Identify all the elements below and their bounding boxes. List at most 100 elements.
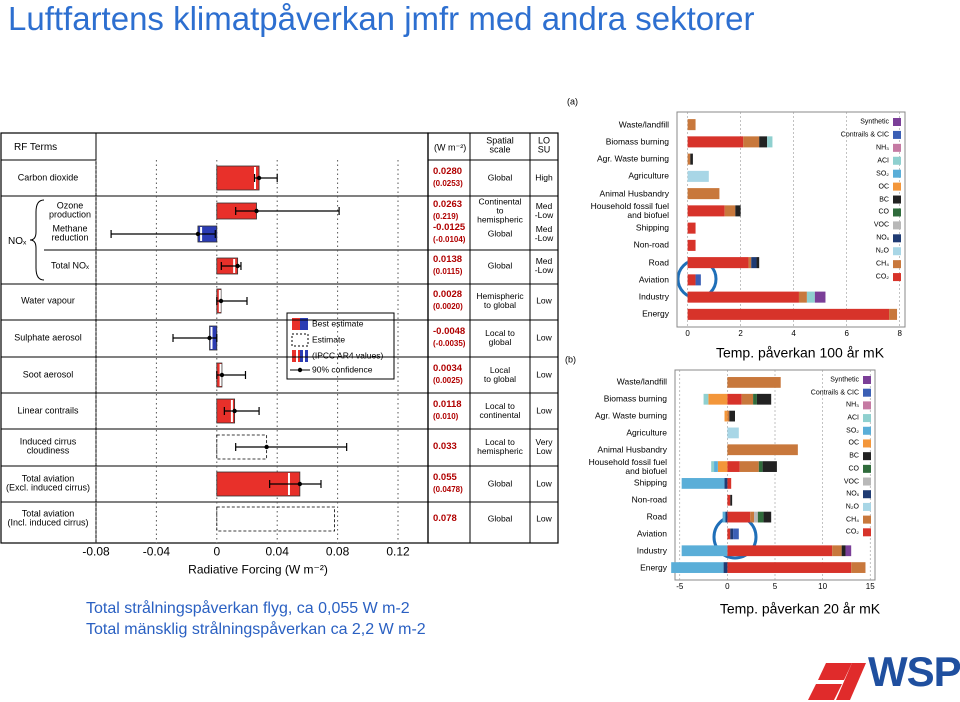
legend-swatch [863,439,871,448]
legend-swatch [863,502,871,511]
legend-label: NH₃ [876,144,889,152]
legend-swatch [893,182,901,191]
ipcc-label: (0.0478) [433,484,463,494]
header: Spatial scale [486,135,514,155]
bar-segment [798,291,807,303]
bar-segment [687,308,890,320]
bar-segment [806,291,815,303]
x-tick-label: -5 [676,581,684,591]
legend-label: VOC [843,477,859,485]
legend-swatch [863,515,871,524]
category-label: Aviation [638,274,669,285]
legend-swatch [863,464,871,473]
legend-label: BC [849,452,859,460]
bar-segment [727,545,833,557]
value-label: 0.0280 [433,166,463,178]
category-label: Ozone production [48,200,92,220]
estimate-dot [218,298,224,304]
legend-label: ACI [847,414,859,422]
legend-label: OC [878,182,890,190]
legend-swatch [863,376,871,384]
estimate-dot [219,372,225,378]
legend-label: NOₓ [846,490,859,498]
bar-segment [754,511,758,523]
bar-segment [690,153,693,165]
bar-segment [759,136,768,148]
x-tick-label: 0 [213,544,221,559]
x-tick-label: -0.04 [142,544,171,559]
losu: High [535,172,553,183]
category-label: Non-road [633,239,669,250]
category-label: Energy [640,562,667,573]
bar-segment [730,528,734,540]
category-label: Water vapour [21,295,75,306]
legend-label: SO₂ [846,427,859,435]
ipcc-label: (-0.0104) [433,234,466,244]
legend-swatch [863,414,871,423]
legend-swatch [893,156,901,165]
legend-label: SO₂ [876,170,889,178]
bar-segment [741,393,754,405]
value-label: 0.033 [433,441,457,453]
losu: Very Low [535,437,553,456]
category-label: Agr. Waste burning [597,153,669,164]
value-label: 0.0028 [433,289,463,301]
legend-swatch [893,260,901,269]
legend-label: N₂O [845,503,859,511]
losu: Low [536,332,552,343]
value-label: -0.0048 [433,326,466,338]
legend-swatch [863,426,871,435]
estimate-dot [207,335,212,341]
losu: Low [536,513,552,524]
category-label: Waste/landfill [616,376,667,387]
category-label: Non-road [631,494,667,505]
legend-swatch [893,273,901,282]
legend-label: Synthetic [860,118,889,126]
legend-swatch [893,208,901,217]
bar-segment [756,257,760,269]
legend-swatch [863,477,871,486]
bar-segment [723,562,728,573]
legend-swatch [893,221,901,230]
bar-segment [681,545,728,557]
bar-segment [727,478,732,489]
panel-label: (a) [567,96,578,107]
losu: Low [536,369,552,380]
legend-swatch [893,247,901,256]
legend-swatch [893,234,901,243]
bar-segment [703,393,709,405]
category-label: Agr. Waste burning [595,410,667,421]
header: (W m⁻²) [434,142,467,153]
x-tick-label: 6 [844,328,849,338]
rf-table-frame [427,132,559,544]
bar-segment [845,545,852,557]
category-label: Agriculture [626,427,667,438]
bar-segment [687,170,709,182]
legend-swatch [893,195,901,204]
x-tick-label: 0.04 [265,544,289,559]
bar-segment [762,461,777,472]
bar-segment [814,291,826,303]
bar-segment [695,274,701,286]
spatial-scale: Global [487,478,513,489]
category-label: Sulphate aerosol [14,332,82,343]
category-label: Methane reduction [51,223,89,243]
x-tick-label: 10 [818,581,828,591]
legend-label: N₂O [875,247,889,255]
legend-swatch [292,318,300,330]
x-tick-label: 0.08 [325,544,350,559]
bar-segment [724,478,728,489]
note: Total mänsklig strålningspåverkan ca 2,2… [86,621,426,638]
category-label: Aviation [636,528,667,539]
estimate-dot [264,444,269,450]
bar-segment [889,308,898,320]
category-label: Carbon dioxide [17,172,79,183]
bar-segment [687,136,744,148]
spatial-scale: Continental to hemispheric [477,196,523,225]
header: LO SU [537,135,551,155]
legend-swatch [297,367,303,373]
bar-segment [729,410,735,422]
legend-label: Contrails & CIC [810,389,859,397]
legend-label: (IPCC AR4 values) [312,350,384,361]
